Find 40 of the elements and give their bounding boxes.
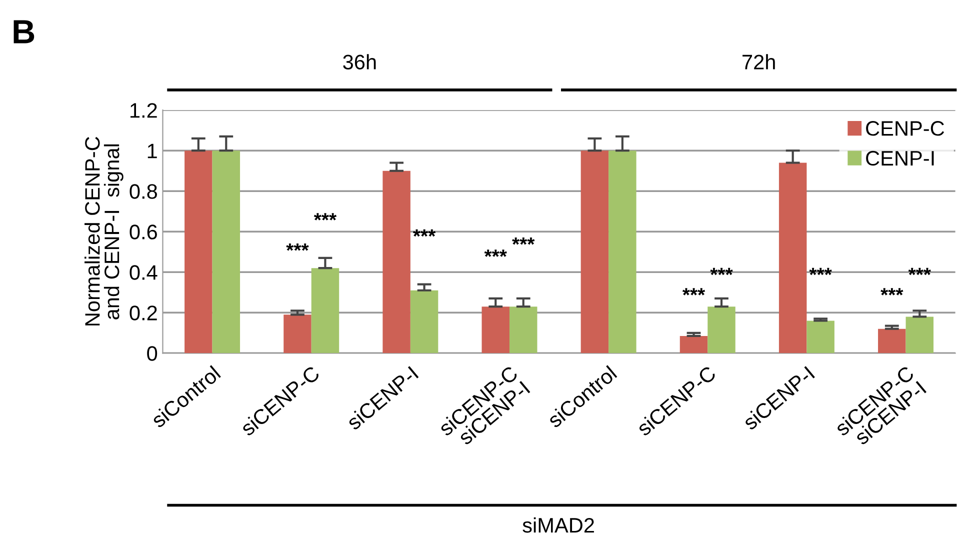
bar: [184, 150, 212, 354]
y-tick-label: 0.8: [130, 184, 157, 199]
annotation: ***: [412, 229, 436, 237]
text: 36h: [343, 54, 376, 70]
y-tick-label: 0: [147, 346, 158, 361]
bar: [311, 268, 340, 354]
annotation: ***: [809, 268, 832, 276]
bar: [608, 150, 636, 354]
bar: [680, 336, 708, 354]
text: siMAD2: [522, 517, 594, 533]
bar: [778, 162, 807, 354]
y-tick-label: 0.4: [130, 265, 158, 280]
annotation: ***: [880, 288, 904, 296]
annotation: ***: [908, 268, 931, 276]
y-tick-label: 0.6: [130, 224, 157, 240]
legend-label: CENP-C: [866, 121, 944, 136]
annotation: ***: [512, 237, 535, 245]
bar: [878, 328, 906, 354]
bar: [382, 170, 410, 354]
bar: [708, 306, 736, 354]
y-tick-label: 0.2: [130, 306, 157, 320]
bar: [806, 320, 834, 354]
annotation: ***: [484, 250, 507, 257]
text: 72h: [742, 54, 775, 70]
annotation: ***: [314, 213, 337, 220]
bar: [580, 150, 609, 354]
legend-label: CENP-I: [866, 150, 934, 166]
bar: [410, 290, 438, 354]
annotation: ***: [682, 288, 706, 296]
y-tick-label: 1.2: [130, 103, 157, 118]
bar: [509, 306, 538, 354]
y-tick-label: 1: [148, 144, 157, 158]
text: B: [14, 20, 34, 44]
bar: [482, 306, 510, 354]
annotation: ***: [710, 268, 733, 276]
bar: [212, 150, 240, 354]
bar: [284, 314, 312, 354]
bar: [906, 316, 934, 354]
annotation: ***: [286, 244, 309, 251]
y-axis-title: Normalized CENP-C and CENP-I signal: [84, 136, 124, 326]
